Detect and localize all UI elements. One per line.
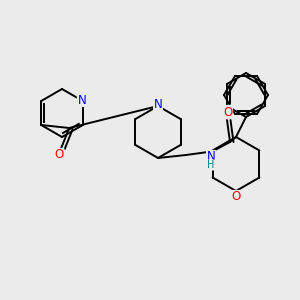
Text: O: O (231, 190, 241, 203)
Text: N: N (207, 151, 215, 164)
Text: O: O (224, 106, 232, 118)
Text: H: H (207, 160, 215, 170)
Text: N: N (154, 98, 162, 112)
Text: O: O (55, 148, 64, 161)
Text: N: N (77, 94, 86, 106)
